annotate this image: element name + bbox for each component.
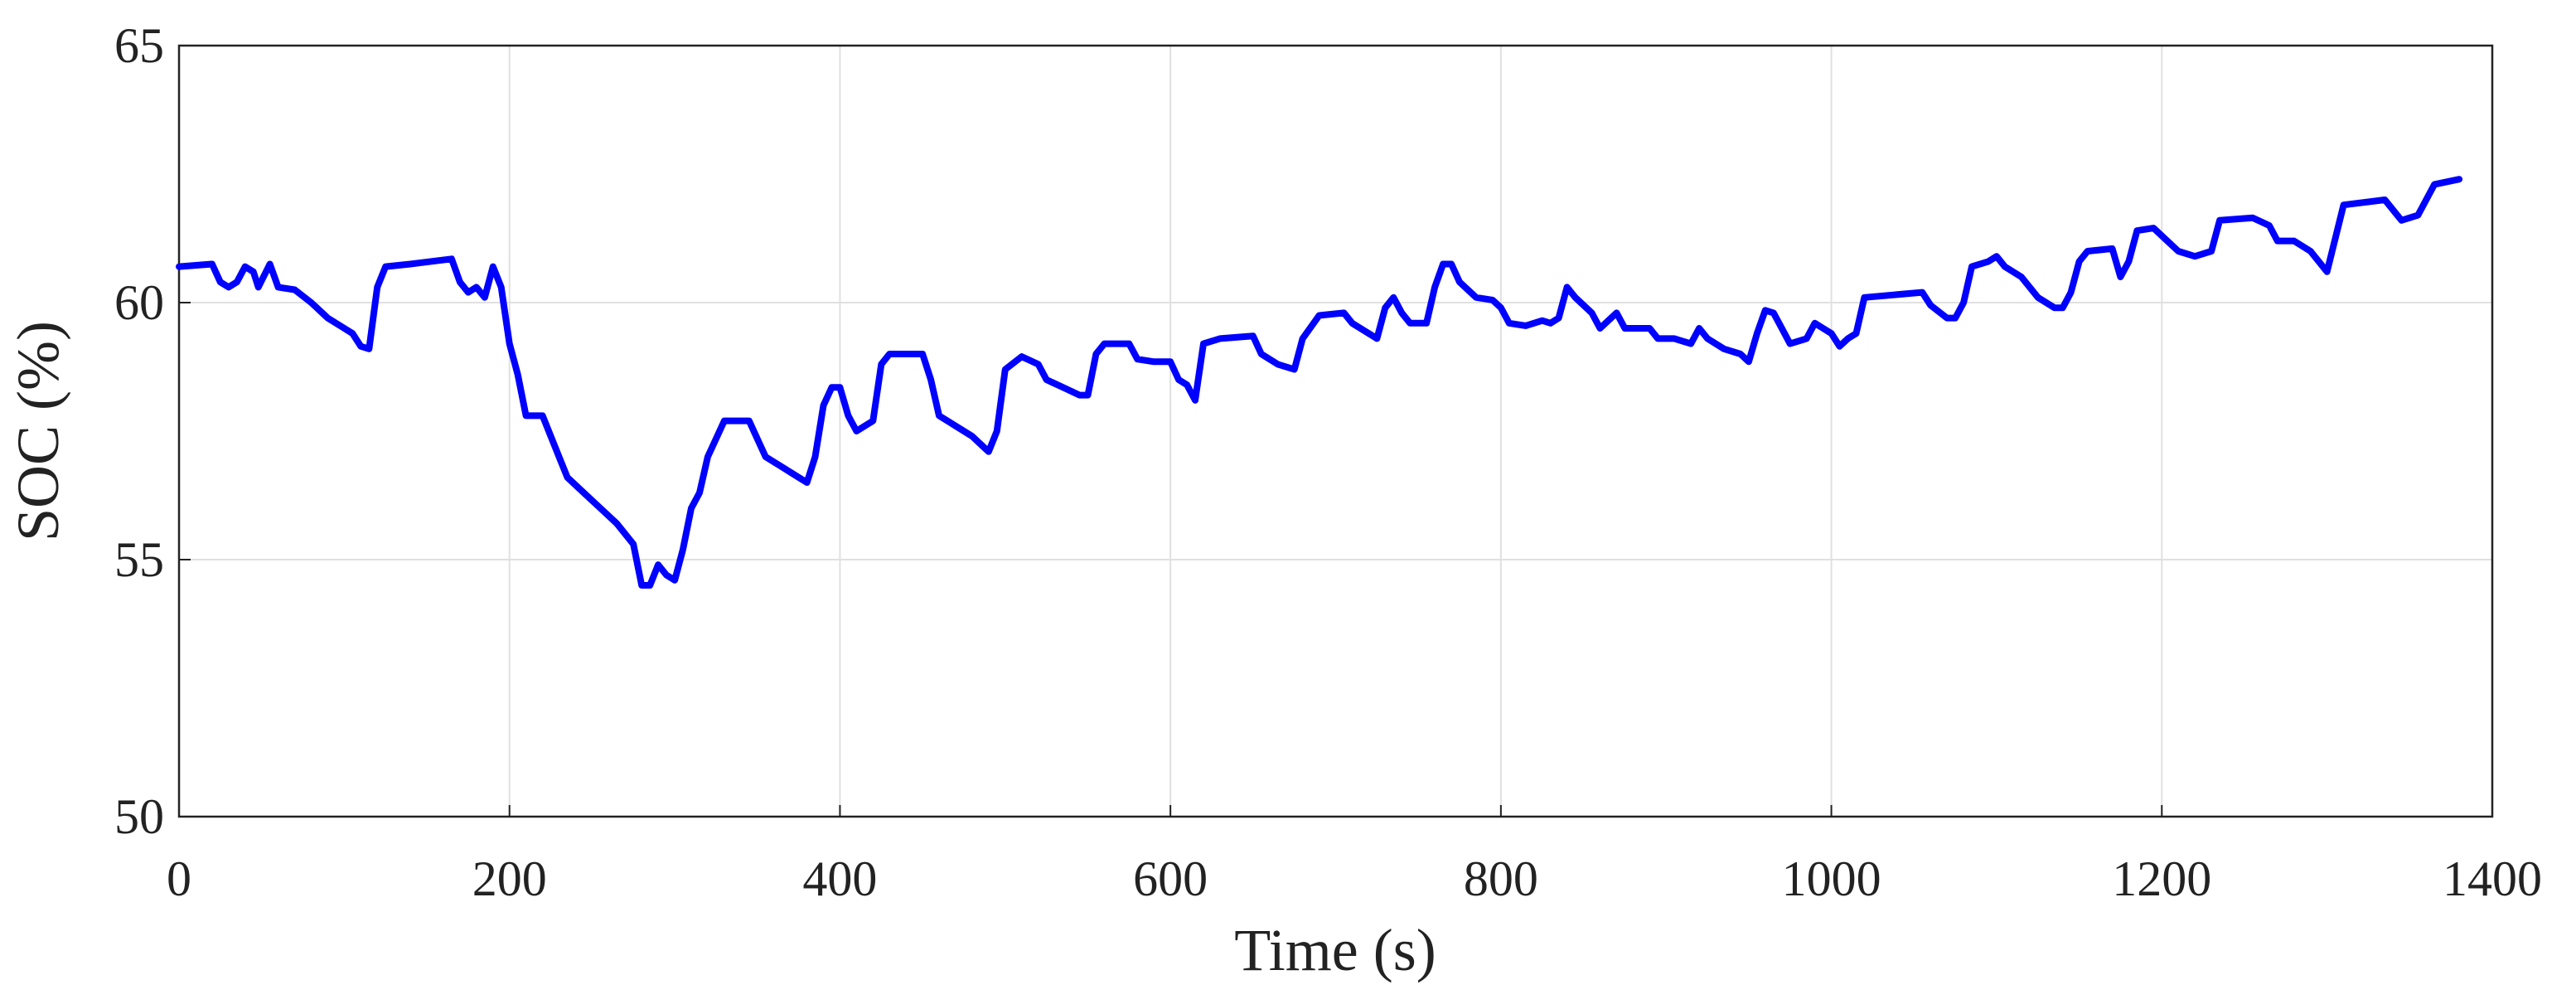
- x-tick-label: 0: [167, 851, 191, 906]
- x-tick-label: 800: [1464, 851, 1538, 906]
- plot-frame: [177, 44, 2494, 818]
- x-tick-label: 1400: [2443, 851, 2542, 906]
- x-tick-label: 200: [472, 851, 547, 906]
- y-axis-label: SOC (%): [5, 321, 71, 541]
- y-tick-label: 55: [114, 532, 164, 587]
- x-tick-label: 1000: [1782, 851, 1881, 906]
- y-tick-label: 50: [114, 789, 164, 844]
- data-line: [176, 176, 2463, 589]
- x-tick-label: 600: [1133, 851, 1208, 906]
- y-tick-label: 60: [114, 275, 164, 330]
- x-axis-label: Time (s): [1234, 917, 1436, 983]
- x-tick-label: 1200: [2112, 851, 2211, 906]
- y-tick-label: 65: [114, 18, 164, 73]
- x-tick-label: 400: [802, 851, 877, 906]
